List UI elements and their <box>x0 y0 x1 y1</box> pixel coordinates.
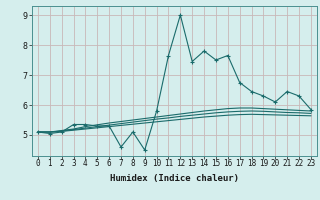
X-axis label: Humidex (Indice chaleur): Humidex (Indice chaleur) <box>110 174 239 183</box>
